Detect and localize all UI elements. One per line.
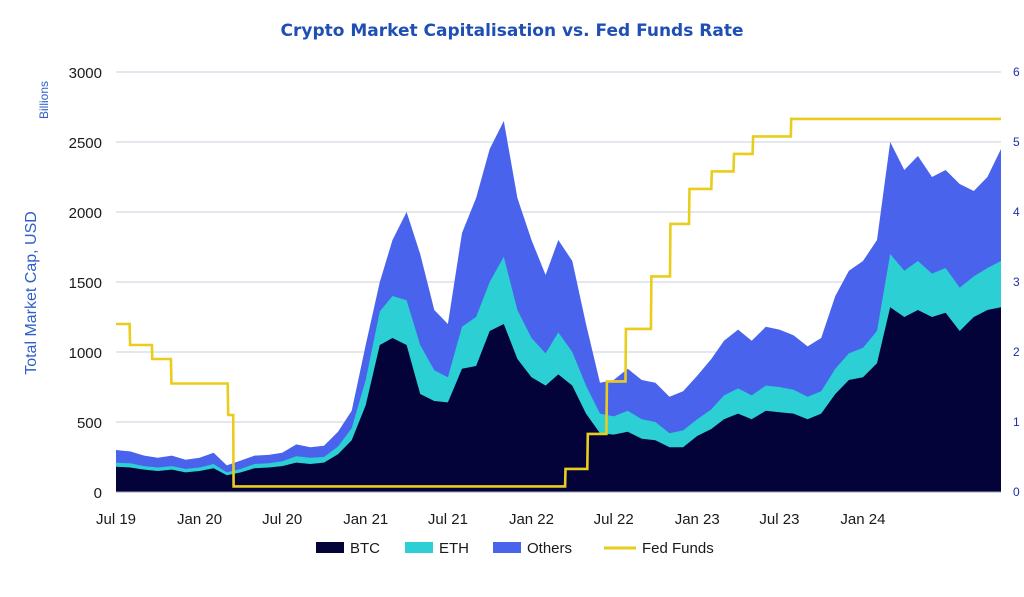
y2-tick-label: 1	[1013, 415, 1020, 429]
stacked-areas	[116, 121, 1001, 492]
axes: 0 500 1000 1500 2000 2500 3000 0 1 2 3 4 5 6 Jul 19 Jan…	[69, 65, 1020, 528]
legend-label-fed-funds: Fed Funds	[642, 540, 714, 557]
x-tick-label: Jul 19	[96, 511, 136, 528]
x-tick-label: Jan 21	[343, 511, 388, 528]
y2-tick-label: 4	[1013, 205, 1020, 219]
legend-label-others: Others	[527, 540, 572, 557]
x-tick-label: Jan 23	[675, 511, 720, 528]
y-axis-label: Total Market Cap, USD	[23, 211, 40, 375]
btc-area	[116, 307, 1001, 492]
y2-tick-label: 0	[1013, 485, 1020, 499]
y-tick-label: 2000	[69, 205, 102, 222]
y-tick-label: 3000	[69, 65, 102, 82]
y-tick-label: 0	[94, 485, 102, 502]
x-tick-label: Jul 23	[759, 511, 799, 528]
legend-swatch-btc	[316, 542, 344, 553]
chart-title: Crypto Market Capitalisation vs. Fed Fun…	[281, 21, 744, 41]
x-tick-label: Jul 22	[594, 511, 634, 528]
fed-funds-line	[116, 117, 1001, 488]
legend-swatch-eth	[405, 542, 433, 553]
legend-label-btc: BTC	[350, 540, 380, 557]
fed-funds-line-group	[116, 117, 1001, 488]
legend-swatch-others	[493, 542, 521, 553]
legend-label-eth: ETH	[439, 540, 469, 557]
legend: BTC ETH Others Fed Funds	[316, 540, 714, 557]
x-tick-label: Jan 20	[177, 511, 222, 528]
y2-tick-label: 5	[1013, 135, 1020, 149]
y-tick-label: 500	[77, 415, 102, 432]
y2-tick-label: 2	[1013, 345, 1020, 359]
y2-tick-label: 6	[1013, 65, 1020, 79]
y-tick-label: 2500	[69, 135, 102, 152]
x-tick-label: Jul 21	[428, 511, 468, 528]
x-tick-label: Jul 20	[262, 511, 302, 528]
y-units-label: Billions	[37, 81, 51, 119]
y2-tick-label: 3	[1013, 275, 1020, 289]
x-tick-label: Jan 24	[840, 511, 885, 528]
y-tick-label: 1500	[69, 275, 102, 292]
x-tick-label: Jan 22	[509, 511, 554, 528]
y-tick-label: 1000	[69, 345, 102, 362]
